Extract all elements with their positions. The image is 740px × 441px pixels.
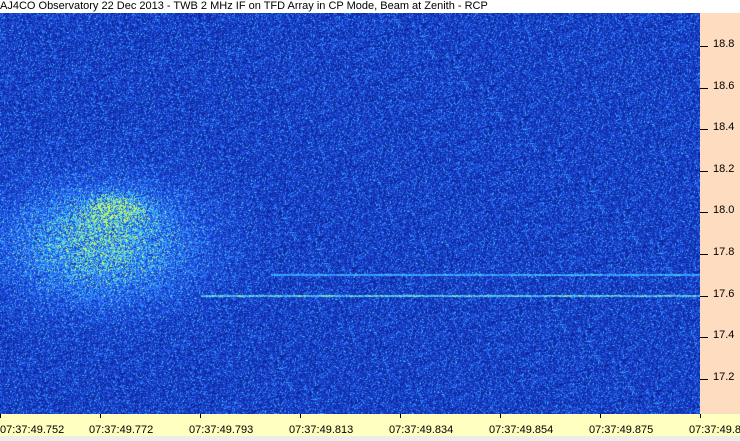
x-tick-label: 07:37:49.752 [0,424,65,436]
y-tick-label: 18.8 [713,38,735,51]
y-tick [700,129,708,131]
x-tick-label: 07:37:49.813 [289,424,354,436]
bottom-border [0,436,740,441]
x-tick [300,414,301,418]
y-tick-label: 18.0 [713,204,735,217]
y-tick-label: 17.6 [713,287,735,300]
y-tick-label: 18.6 [713,79,735,92]
y-tick [700,212,708,214]
axis-corner [700,414,740,436]
y-tick-label: 18.2 [713,162,735,175]
time-axis [0,414,700,436]
x-tick [0,414,1,418]
x-tick [600,414,601,418]
frequency-axis [700,13,740,414]
y-tick [700,254,708,255]
x-tick [500,414,501,418]
chart-title: AJ4CO Observatory 22 Dec 2013 - TWB 2 MH… [0,0,700,13]
x-tick [100,414,101,418]
x-tick-label: 07:37:49.793 [189,424,254,436]
y-tick [700,295,708,297]
y-tick-label: 17.2 [713,370,735,383]
x-tick-label: 07:37:49.895 [689,424,740,436]
x-tick [200,414,201,418]
y-tick-label: 17.8 [713,246,735,258]
x-tick-label: 07:37:49.854 [489,424,554,436]
y-tick [700,378,708,380]
y-tick [700,337,708,339]
x-tick-label: 07:37:49.834 [389,424,454,436]
x-tick [700,414,701,418]
x-tick-label: 07:37:49.772 [89,424,154,436]
y-tick [700,87,708,89]
x-tick-label: 07:37:49.875 [589,424,654,436]
spectrogram-heatmap [0,13,700,414]
x-tick [400,414,401,418]
y-tick [700,46,708,48]
y-tick [700,170,708,172]
y-tick-label: 18.4 [713,121,735,134]
y-tick-label: 17.4 [713,329,735,342]
